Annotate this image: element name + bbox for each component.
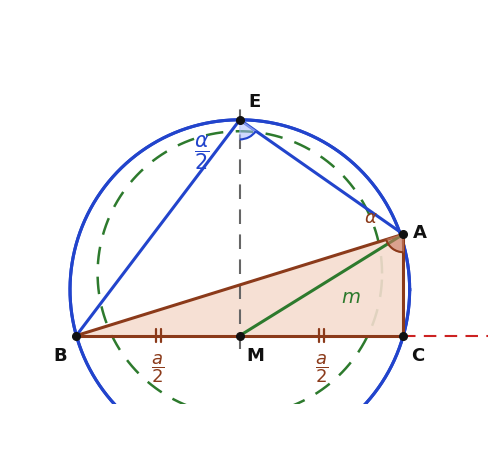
Text: $m$: $m$ <box>341 288 361 307</box>
Text: B: B <box>53 347 66 365</box>
Text: $\dfrac{a}{2}$: $\dfrac{a}{2}$ <box>151 352 165 385</box>
Polygon shape <box>76 234 403 336</box>
Text: C: C <box>412 347 425 365</box>
Text: A: A <box>413 224 427 242</box>
Polygon shape <box>386 234 403 252</box>
Text: $\alpha$: $\alpha$ <box>364 209 377 227</box>
Text: M: M <box>247 347 264 365</box>
Text: $\dfrac{a}{2}$: $\dfrac{a}{2}$ <box>315 352 328 385</box>
Polygon shape <box>240 120 256 139</box>
Text: $\dfrac{\alpha}{2}$: $\dfrac{\alpha}{2}$ <box>194 133 210 172</box>
Text: E: E <box>248 93 260 111</box>
